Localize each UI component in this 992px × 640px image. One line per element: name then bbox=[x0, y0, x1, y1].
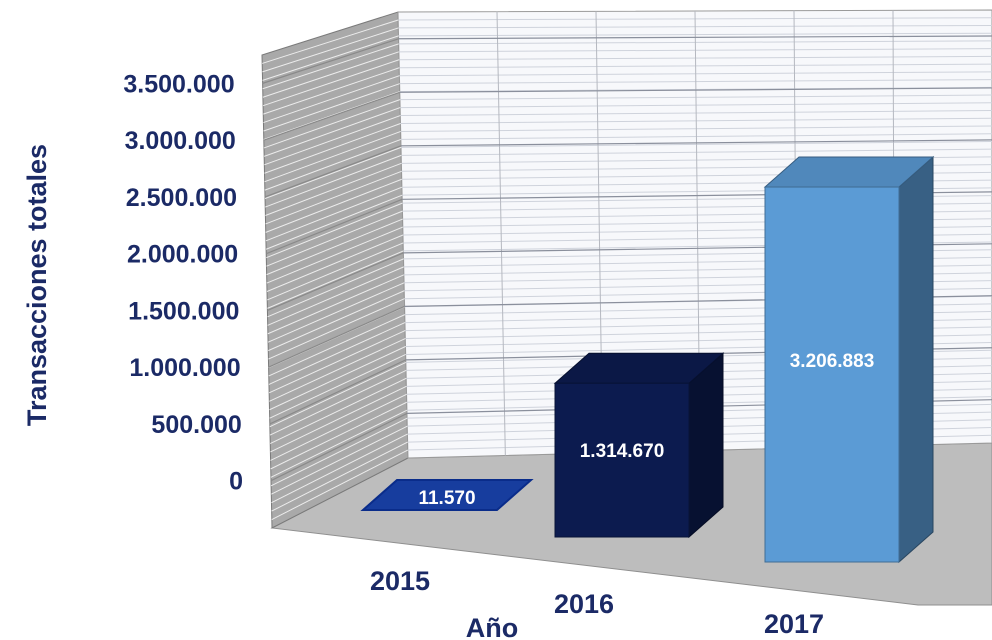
side-hatch-line bbox=[262, 27, 399, 73]
major-gridline-side bbox=[263, 91, 400, 141]
side-hatch-line bbox=[270, 409, 408, 478]
side-hatch-line bbox=[266, 242, 404, 301]
side-hatch-line bbox=[271, 425, 408, 495]
bar-side-2017 bbox=[898, 155, 934, 564]
y-axis-title: Transacciones totales bbox=[22, 144, 52, 426]
side-hatch-line bbox=[265, 170, 402, 225]
major-gridline-side bbox=[262, 38, 399, 84]
side-hatch-line bbox=[262, 43, 399, 90]
side-hatch-line bbox=[265, 162, 402, 216]
major-gridline-side bbox=[265, 198, 403, 255]
side-hatch-line bbox=[268, 298, 405, 360]
side-hatch-line bbox=[265, 186, 403, 242]
y-tick-label: 3.000.000 bbox=[125, 127, 236, 155]
bar-side-2016 bbox=[688, 352, 724, 539]
y-tick-label: 1.500.000 bbox=[128, 297, 239, 325]
side-hatch-line bbox=[263, 83, 400, 132]
side-hatch-line bbox=[265, 194, 403, 250]
side-hatch-line bbox=[266, 210, 403, 267]
bar-2016 bbox=[554, 382, 690, 538]
side-hatch-line bbox=[262, 51, 400, 98]
bar-2015 bbox=[360, 479, 534, 511]
side-hatch-line bbox=[262, 19, 399, 64]
side-hatch-line bbox=[265, 178, 402, 233]
side-hatch-line bbox=[270, 417, 408, 487]
side-hatch-line bbox=[266, 218, 403, 276]
side-hatch-line bbox=[267, 282, 405, 343]
side-hatch-line bbox=[264, 115, 401, 166]
side-hatch-line bbox=[267, 274, 405, 335]
y-tick-label: 0 bbox=[229, 468, 243, 496]
data-label-2017: 3.206.883 bbox=[790, 351, 875, 372]
y-tick-label: 1.000.000 bbox=[129, 354, 240, 382]
side-hatch-line bbox=[268, 314, 405, 377]
side-hatch-line bbox=[270, 401, 407, 470]
side-hatch-line bbox=[270, 393, 407, 461]
side-hatch-line bbox=[271, 433, 408, 504]
x-tick-labels: 2015 2016 2017 bbox=[370, 566, 824, 639]
side-hatch-line bbox=[263, 107, 401, 157]
major-gridline-back bbox=[398, 35, 992, 40]
data-label-2015: 11.570 bbox=[418, 488, 475, 509]
side-hatch-line bbox=[263, 91, 400, 140]
side-hatch-line bbox=[262, 59, 400, 107]
x-tick-label-2016: 2016 bbox=[554, 589, 614, 619]
side-hatch-line bbox=[267, 250, 404, 309]
side-hatch-line bbox=[268, 330, 406, 394]
side-hatch-line bbox=[269, 354, 406, 419]
x-tick-label-2015: 2015 bbox=[370, 566, 430, 596]
x-tick-label-2017: 2017 bbox=[764, 609, 824, 639]
side-hatch-line bbox=[266, 226, 404, 284]
side-hatch-line bbox=[266, 202, 403, 259]
side-hatch-line bbox=[265, 154, 402, 208]
y-tick-label: 2.000.000 bbox=[127, 241, 238, 269]
side-hatch-line bbox=[268, 290, 405, 352]
y-tick-label: 3.500.000 bbox=[123, 70, 234, 98]
y-tick-label: 2.500.000 bbox=[126, 184, 237, 212]
side-hatch-line bbox=[262, 35, 399, 81]
data-label-2016: 1.314.670 bbox=[580, 441, 665, 462]
vertical-gridline bbox=[496, 11, 506, 456]
side-hatch-line bbox=[269, 361, 407, 428]
y-tick-labels: 0 500.000 1.000.000 1.500.000 2.000.000 2.500… bbox=[123, 70, 243, 495]
side-hatch-line bbox=[267, 266, 404, 326]
major-gridline-back bbox=[400, 139, 992, 147]
major-gridline-side bbox=[270, 412, 408, 482]
bars bbox=[360, 155, 935, 564]
side-hatch-line bbox=[264, 130, 401, 183]
major-gridline-side bbox=[267, 252, 404, 311]
side-hatch-line bbox=[263, 67, 400, 115]
major-gridline-side bbox=[268, 305, 405, 368]
side-hatch-line bbox=[270, 385, 407, 453]
side-hatch-line bbox=[264, 146, 402, 200]
side-hatch-line bbox=[263, 99, 401, 149]
side-hatch-line bbox=[271, 441, 408, 512]
side-hatch-line bbox=[269, 338, 406, 402]
side-hatch-line bbox=[264, 123, 401, 174]
side-hatch-line bbox=[268, 322, 406, 385]
side-hatch-line bbox=[267, 258, 404, 318]
major-gridline-side bbox=[269, 359, 407, 425]
side-hatch-line bbox=[264, 138, 402, 191]
side-hatch-line bbox=[269, 377, 407, 444]
bar-2017 bbox=[764, 186, 900, 563]
side-hatch-line bbox=[269, 346, 406, 411]
data-labels: 11.570 1.314.670 3.206.883 bbox=[418, 351, 874, 509]
side-hatch-line bbox=[266, 234, 404, 292]
side-hatch-line bbox=[271, 449, 409, 520]
x-axis-title: Año bbox=[466, 613, 518, 640]
major-gridline-side bbox=[264, 145, 402, 198]
y-tick-label: 500.000 bbox=[151, 411, 241, 439]
side-hatch-line bbox=[263, 75, 400, 124]
side-hatch-line bbox=[269, 369, 407, 436]
major-gridline-back bbox=[399, 87, 992, 93]
